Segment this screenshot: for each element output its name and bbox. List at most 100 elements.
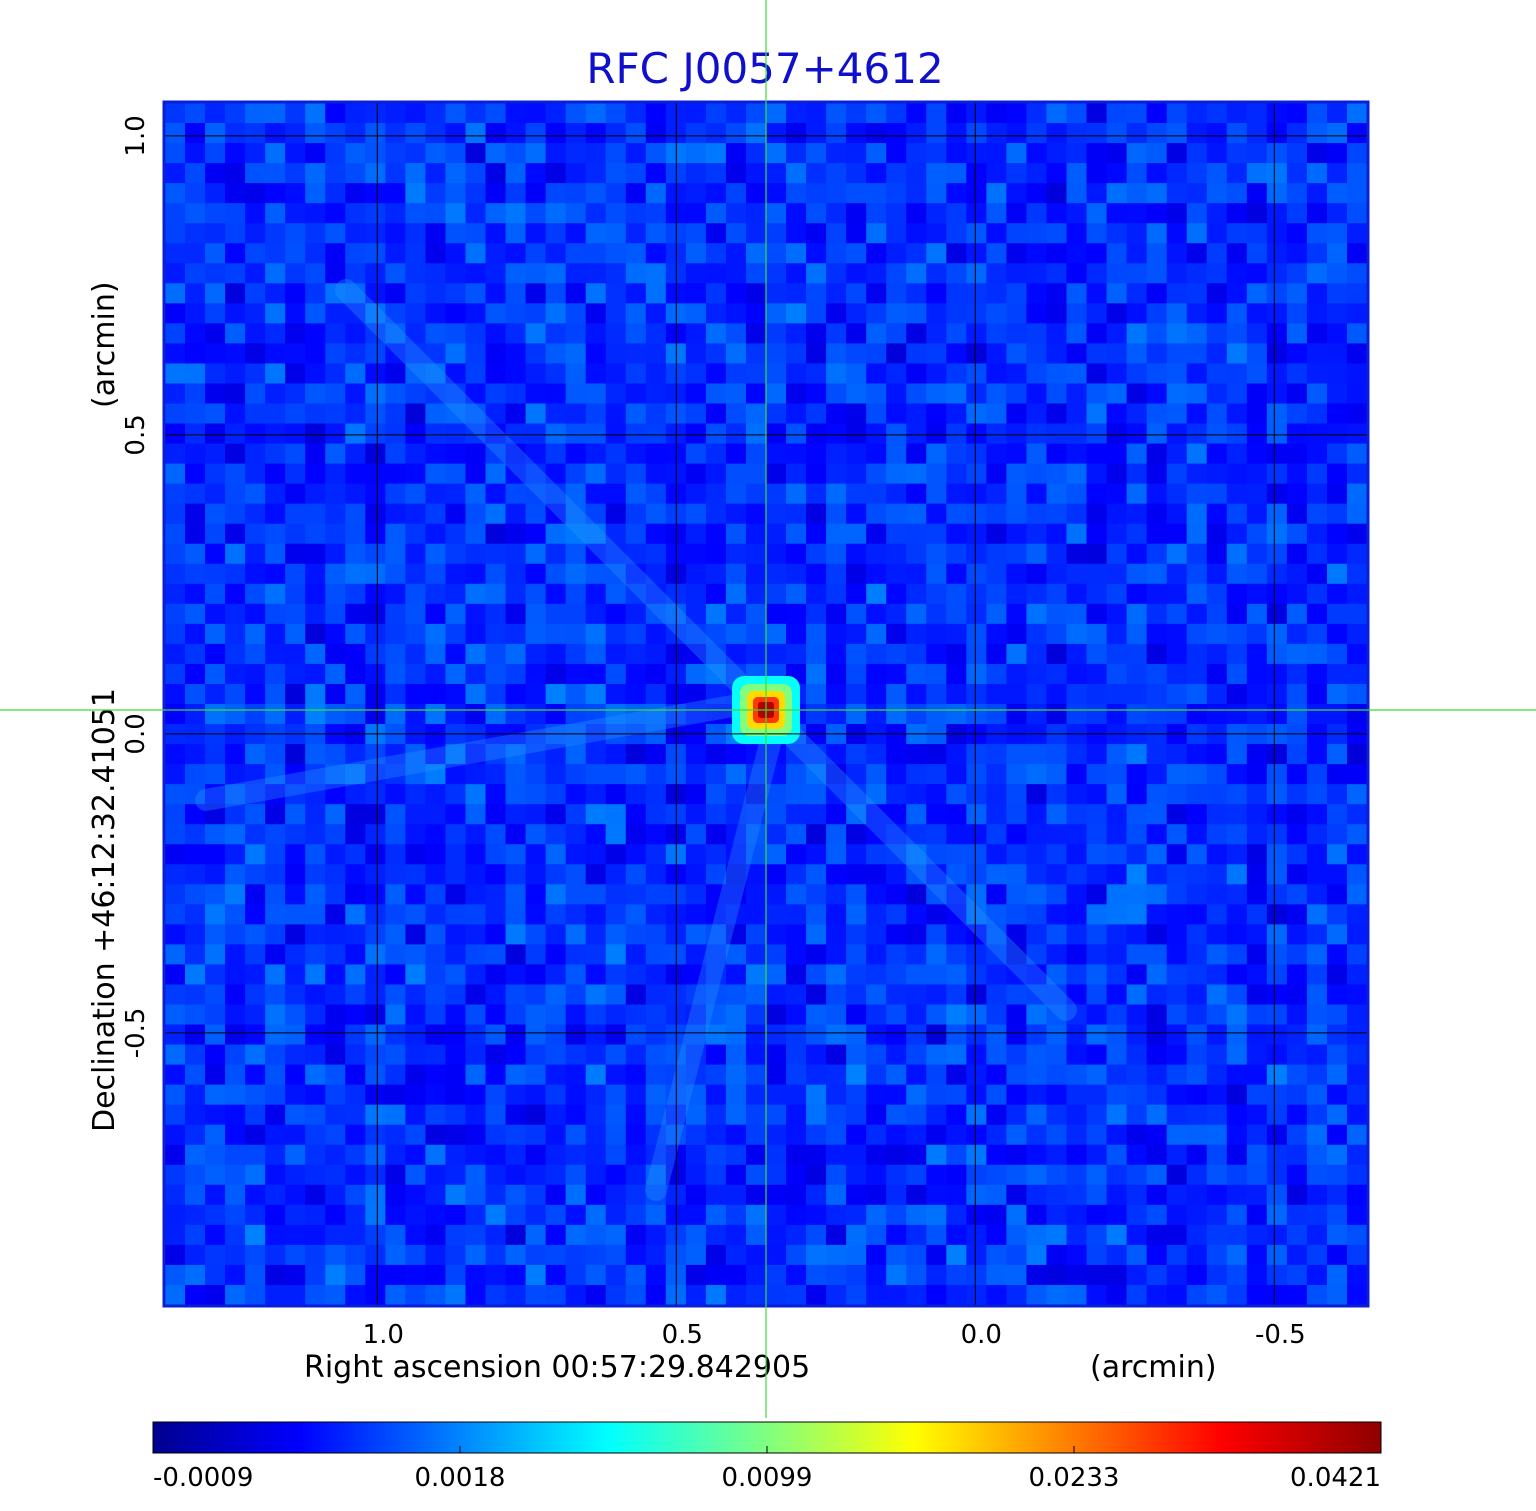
image-pixel	[966, 223, 987, 244]
image-pixel	[205, 884, 226, 905]
image-pixel	[1106, 844, 1128, 865]
image-pixel	[225, 163, 246, 184]
image-pixel	[365, 663, 386, 685]
image-pixel	[205, 163, 226, 184]
image-pixel	[605, 123, 627, 144]
image-pixel	[325, 103, 346, 124]
image-pixel	[846, 1224, 867, 1246]
image-pixel	[585, 844, 607, 865]
image-pixel	[1206, 663, 1228, 685]
image-pixel	[1066, 944, 1088, 966]
image-pixel	[325, 243, 346, 264]
image-pixel	[1086, 764, 1108, 785]
image-pixel	[1146, 603, 1168, 625]
image-pixel	[685, 904, 707, 925]
image-pixel	[1246, 864, 1268, 885]
image-pixel	[345, 1284, 366, 1305]
image-pixel	[1266, 323, 1288, 344]
image-pixel	[285, 1104, 306, 1126]
image-pixel	[325, 1164, 346, 1186]
image-pixel	[846, 383, 867, 405]
image-pixel	[906, 223, 927, 244]
image-pixel	[305, 663, 326, 685]
image-pixel	[285, 1284, 306, 1305]
image-pixel	[345, 964, 366, 986]
image-pixel	[1226, 323, 1248, 344]
image-pixel	[1026, 1004, 1048, 1026]
image-pixel	[185, 443, 206, 465]
image-pixel	[1066, 323, 1088, 344]
image-pixel	[1266, 183, 1288, 204]
image-pixel	[886, 143, 907, 164]
image-pixel	[365, 964, 386, 986]
image-pixel	[1066, 203, 1088, 224]
image-pixel	[265, 643, 286, 665]
image-pixel	[1326, 844, 1348, 865]
image-pixel	[265, 824, 286, 845]
image-pixel	[285, 663, 306, 685]
image-pixel	[766, 864, 787, 885]
image-pixel	[1186, 924, 1208, 945]
image-pixel	[725, 403, 747, 425]
image-pixel	[485, 303, 507, 324]
image-pixel	[605, 984, 627, 1006]
image-pixel	[645, 784, 667, 805]
image-pixel	[806, 1044, 827, 1066]
image-pixel	[786, 583, 807, 605]
image-pixel	[866, 203, 887, 224]
image-pixel	[1266, 1124, 1288, 1146]
image-pixel	[1266, 203, 1288, 224]
image-pixel	[1306, 403, 1328, 425]
image-pixel	[625, 383, 647, 405]
image-pixel	[1206, 443, 1228, 465]
image-pixel	[1246, 423, 1268, 445]
image-pixel	[826, 744, 847, 765]
image-pixel	[966, 784, 987, 805]
image-pixel	[585, 1044, 607, 1066]
image-pixel	[605, 1224, 627, 1246]
image-pixel	[445, 744, 467, 765]
colorbar-tick-label: 0.0099	[722, 1463, 813, 1493]
image-pixel	[1026, 643, 1048, 665]
image-pixel	[205, 1224, 226, 1246]
image-pixel	[1106, 403, 1128, 425]
image-pixel	[265, 1064, 286, 1086]
image-pixel	[1126, 483, 1148, 505]
image-pixel	[906, 603, 927, 625]
image-pixel	[385, 503, 406, 525]
image-pixel	[1106, 1204, 1128, 1226]
image-pixel	[605, 1204, 627, 1226]
image-pixel	[886, 804, 907, 825]
image-pixel	[305, 183, 326, 204]
image-pixel	[165, 643, 186, 665]
image-pixel	[906, 964, 927, 986]
image-pixel	[485, 523, 507, 545]
image-pixel	[505, 1104, 527, 1126]
image-pixel	[525, 663, 547, 685]
image-pixel	[766, 183, 787, 204]
image-pixel	[886, 844, 907, 865]
image-pixel	[385, 283, 406, 304]
image-pixel	[986, 964, 1007, 986]
image-pixel	[225, 123, 246, 144]
image-pixel	[1206, 643, 1228, 665]
image-pixel	[866, 1184, 887, 1206]
image-pixel	[1206, 1284, 1228, 1305]
image-pixel	[766, 643, 787, 665]
image-pixel	[525, 764, 547, 785]
image-pixel	[605, 1084, 627, 1106]
image-pixel	[1146, 123, 1168, 144]
image-pixel	[505, 483, 527, 505]
image-pixel	[625, 744, 647, 765]
image-pixel	[1086, 1164, 1108, 1186]
image-pixel	[1026, 443, 1048, 465]
image-pixel	[365, 223, 386, 244]
image-pixel	[946, 1064, 967, 1086]
image-pixel	[445, 1044, 467, 1066]
image-pixel	[1346, 1144, 1367, 1166]
image-pixel	[745, 1004, 767, 1026]
image-pixel	[225, 1284, 246, 1305]
image-pixel	[1106, 143, 1128, 164]
image-pixel	[205, 1064, 226, 1086]
image-pixel	[385, 683, 406, 705]
